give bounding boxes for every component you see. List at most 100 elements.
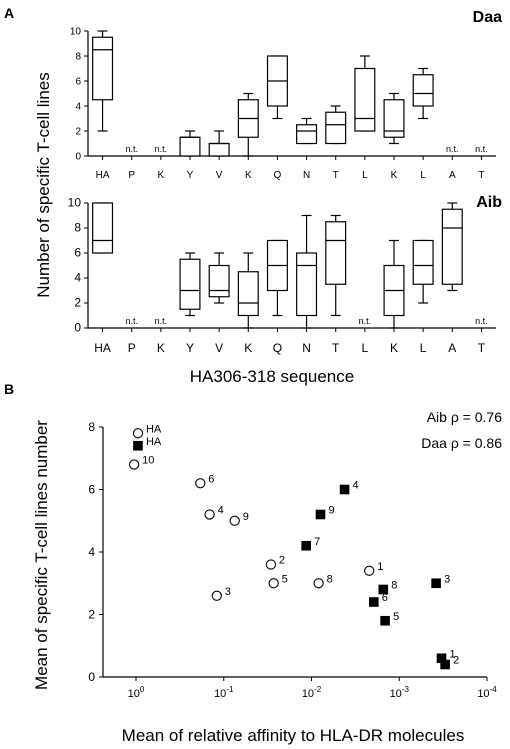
box (92, 202, 114, 254)
x-tick-label: K (390, 341, 398, 355)
y-tick-label: 0 (75, 152, 81, 163)
data-point-label: 6 (382, 592, 388, 604)
x-tick-label: 10-3 (390, 685, 410, 700)
aib-correlation-annotation: Aib ρ = 0.76 (427, 409, 503, 425)
data-point-circle (132, 428, 144, 439)
box (325, 221, 347, 285)
y-tick-label: 2 (88, 608, 95, 622)
data-point-square (436, 653, 447, 664)
data-point-circle (313, 578, 324, 589)
aib-box-chart: Aib HA306-318 sequence 0 2 4 6 8 10 HA Pn.t. Kn.… (68, 194, 503, 386)
y-tick-label: 2 (75, 127, 81, 138)
x-tick-label: K (245, 170, 252, 181)
x-tick-label: T (478, 341, 486, 355)
not-tested-label: n.t. (446, 144, 459, 154)
not-tested-label: n.t. (155, 144, 168, 154)
data-point-label: 3 (444, 573, 450, 585)
y-tick-label: 4 (88, 545, 95, 559)
x-tick-label: 10-1 (214, 685, 234, 700)
x-tick-label: V (216, 170, 223, 181)
x-tick-label: N (303, 170, 310, 181)
x-tick-label: T (333, 170, 339, 181)
x-tick-label: Q (273, 341, 282, 355)
data-point-label: 4 (353, 480, 359, 492)
not-tested-label: n.t. (475, 316, 488, 326)
x-tick-label: L (420, 341, 427, 355)
x-tick-label: L (420, 170, 426, 181)
box (412, 74, 434, 107)
data-point-square (440, 659, 450, 670)
data-point-label: 4 (218, 505, 224, 517)
x-tick-label: T (478, 170, 484, 181)
data-point-label: 5 (393, 611, 399, 623)
data-point-label: 3 (225, 586, 231, 598)
not-tested-label: n.t. (359, 316, 372, 326)
data-point-label: 8 (391, 580, 397, 592)
data-point-label: 6 (208, 473, 214, 485)
y-tick-label: 2 (74, 296, 81, 310)
x-tick-label: HA (94, 341, 111, 355)
data-point-square (315, 509, 326, 520)
box (296, 252, 318, 317)
data-point-circle (211, 590, 222, 601)
y-tick-label: 6 (75, 77, 81, 88)
x-tick-label: K (391, 170, 398, 181)
not-tested-label: n.t. (475, 144, 488, 154)
aib-chart-title: Aib (476, 194, 502, 211)
data-point-square (301, 540, 311, 551)
y-tick-label: 4 (74, 271, 81, 285)
x-tick-label: L (362, 170, 368, 181)
data-point-label: 8 (327, 573, 333, 585)
data-point-circle (364, 565, 375, 576)
data-point-square (378, 584, 389, 595)
x-tick-label: 10-2 (302, 685, 322, 700)
x-tick-label: Y (186, 341, 194, 355)
scatter-x-axis-label: Mean of relative affinity to HLA-DR mole… (122, 726, 465, 745)
x-tick-label: Y (187, 170, 194, 181)
data-point-label: 7 (314, 536, 320, 548)
box (296, 124, 318, 145)
y-tick-label: 0 (88, 670, 95, 684)
data-point-label: HA (146, 436, 162, 448)
box (92, 36, 114, 101)
panel-a-y-axis-label: Number of specific T-cell lines (34, 72, 53, 298)
daa-chart-title: Daa (473, 9, 502, 26)
x-tick-label: K (157, 341, 165, 355)
x-tick-label: 10-4 (477, 685, 497, 700)
daa-correlation-annotation: Daa ρ = 0.86 (421, 435, 502, 451)
box (383, 99, 405, 138)
x-tick-label: K (244, 341, 252, 355)
y-tick-label: 10 (70, 27, 82, 38)
box (179, 136, 201, 157)
panel-label-a: A (4, 5, 14, 21)
x-tick-label: N (302, 341, 311, 355)
data-point-square (133, 440, 143, 451)
box (412, 239, 434, 285)
data-point-circle (268, 578, 279, 589)
daa-box-chart: Daa 0 2 4 6 8 10 HA Pn.t. Kn.t. Y V K Q N T L K L An.t. Tn.… (70, 9, 502, 181)
data-point-circle (229, 515, 240, 526)
data-point-label: 9 (243, 511, 249, 523)
scatter-y-axis-label: Mean of specific T-cell lines number (32, 420, 51, 690)
y-tick-label: 8 (74, 221, 81, 235)
y-tick-label: 8 (88, 420, 95, 434)
x-tick-label: P (128, 341, 136, 355)
data-point-square (368, 597, 379, 607)
box (325, 111, 347, 145)
not-tested-label: n.t. (125, 316, 138, 326)
data-point-circle (195, 478, 206, 489)
not-tested-label: n.t. (155, 316, 168, 326)
x-tick-label: 100 (128, 685, 145, 700)
x-tick-label: T (332, 341, 340, 355)
data-point-square (380, 615, 390, 626)
y-tick-label: 6 (88, 483, 95, 497)
x-tick-label: P (128, 170, 135, 181)
data-point-label: HA (146, 423, 162, 435)
box (208, 264, 230, 298)
data-point-square (339, 484, 350, 495)
box (237, 271, 259, 317)
data-point-circle (128, 459, 140, 470)
x-tick-label: A (449, 170, 456, 181)
y-tick-label: 4 (75, 102, 81, 113)
